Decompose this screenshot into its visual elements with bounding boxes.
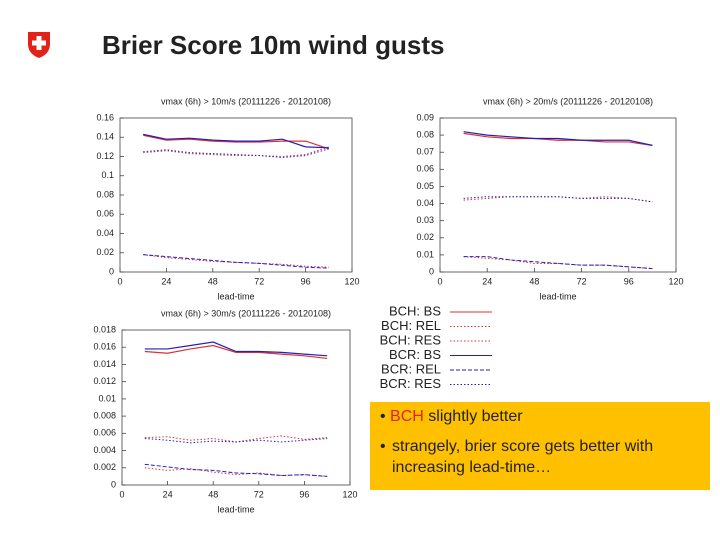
x-tick-label: 72 [254,489,264,499]
y-tick-label: 0.12 [96,151,114,161]
y-tick-label: 0.014 [93,359,116,369]
y-tick-label: 0.01 [98,393,116,403]
series-line [463,256,653,270]
x-tick-label: 0 [117,276,122,286]
legend-label: BCH: RES [380,332,442,347]
x-tick-label: 120 [344,276,359,286]
y-tick-label: 0.16 [96,112,114,122]
x-tick-label: 96 [301,276,311,286]
series-line [143,148,329,158]
x-tick-label: 96 [624,276,634,286]
series-line [144,438,328,444]
y-tick-label: 0.012 [93,376,116,386]
x-tick-label: 72 [254,276,264,286]
series-line [143,254,329,268]
y-tick-label: 0.07 [416,147,434,157]
y-tick-label: 0.004 [93,445,116,455]
x-tick-label: 24 [482,276,492,286]
y-tick-label: 0.02 [96,247,114,257]
bullet-wrap: strangely, brier score gets better with … [392,438,654,476]
series-line [143,254,329,269]
x-tick-label: 48 [529,276,539,286]
y-tick-label: 0.03 [416,215,434,225]
y-tick-label: 0 [111,479,116,489]
x-tick-label: 0 [437,276,442,286]
y-tick-label: 0.05 [416,181,434,191]
legend-label: BCH: REL [381,318,441,333]
y-tick-label: 0 [429,266,434,276]
legend-label: BCR: BS [389,347,441,362]
bullet-text: slightly better [428,408,523,425]
y-tick-label: 0.01 [416,249,434,259]
y-tick-label: 0.018 [93,324,116,334]
x-tick-label: 120 [342,489,357,499]
y-tick-label: 0.008 [93,410,116,420]
series-line [463,196,653,203]
x-tick-label: 48 [208,276,218,286]
x-tick-label: 24 [163,489,173,499]
series-line [144,463,328,477]
bullet-highlight: BCH [390,408,424,425]
y-tick-label: 0.04 [416,198,434,208]
series-line [143,133,329,149]
x-tick-label: 96 [299,489,309,499]
series-line [143,146,329,158]
chart-title: vmax (6h) > 30m/s (20111226 - 20120108) [161,308,331,318]
series-line [144,341,328,357]
legend-label: BCR: REL [381,361,441,376]
y-tick-label: 0.06 [416,164,434,174]
y-tick-label: 0.06 [96,209,114,219]
series-line [144,344,328,360]
legend-label: BCR: RES [380,376,442,391]
y-tick-label: 0 [109,266,114,276]
chart-title: vmax (6h) > 20m/s (20111226 - 20120108) [483,96,653,106]
x-tick-label: 0 [119,489,124,499]
series-line [143,134,329,150]
y-tick-label: 0.09 [416,112,434,122]
x-tick-label: 120 [668,276,683,286]
y-tick-label: 0.08 [96,189,114,199]
x-axis-label: lead-time [539,291,576,301]
x-tick-label: 24 [161,276,171,286]
legend-label: BCH: BS [389,303,441,318]
series-line [463,132,653,146]
series-line [463,256,653,270]
y-tick-label: 0.02 [416,232,434,242]
x-tick-label: 48 [208,489,218,499]
bullet-mark: • [380,438,386,455]
plot-frame [439,117,677,273]
series-line [144,467,328,477]
y-tick-label: 0.006 [93,428,116,438]
chart-title: vmax (6h) > 10m/s (20111226 - 20120108) [161,96,331,106]
y-tick-label: 0.14 [96,132,114,142]
y-tick-label: 0.04 [96,228,114,238]
bullet: • BCH slightly better [380,408,523,425]
y-tick-label: 0.1 [101,170,114,180]
slide-title: Brier Score 10m wind gusts [102,30,444,60]
y-tick-label: 0.08 [416,129,434,139]
series-line [463,196,653,203]
bullet-text: strangely, brier score gets better with … [392,438,654,476]
y-tick-label: 0.016 [93,342,116,352]
x-tick-label: 72 [577,276,587,286]
swiss-logo [28,32,50,58]
x-axis-label: lead-time [217,291,254,301]
plot-frame [121,329,351,486]
x-axis-label: lead-time [217,504,254,514]
y-tick-label: 0.002 [93,462,116,472]
note-box [370,402,710,490]
series-line [463,131,653,146]
